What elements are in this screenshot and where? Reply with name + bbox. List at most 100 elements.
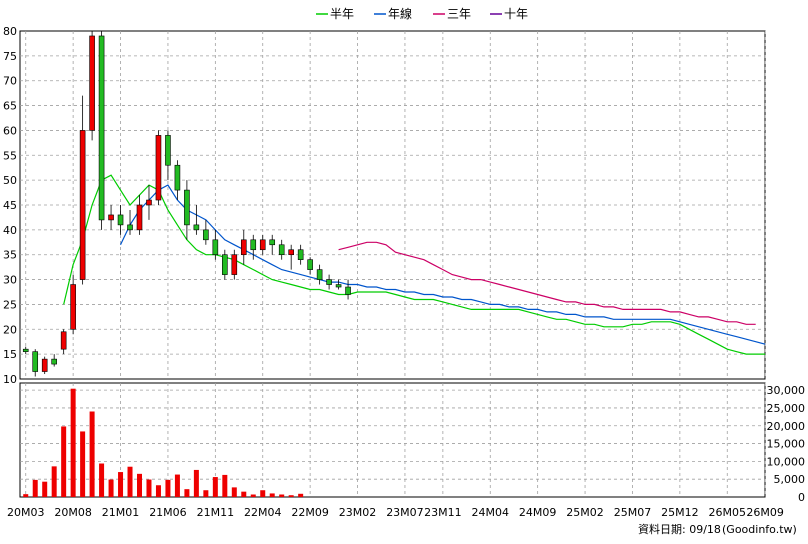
volume-bar [184,489,190,497]
price-axis-ticks: 10 15 20 25 30 35 40 45 50 55 60 65 70 75 80 [3,25,17,386]
candle [278,239,285,260]
candle-body [98,35,105,221]
legend: 半年 年線 三年 十年 [316,6,528,21]
volume-bar [70,388,76,497]
candle-body [326,279,332,285]
volume-bar [89,411,95,497]
price-tick-label: 60 [3,124,17,137]
candle-body [117,214,124,226]
x-tick-label: 24M04 [472,506,510,519]
volume-bar [174,474,180,497]
ma-line-半年 [63,174,766,355]
legend-label: 半年 [330,7,354,21]
price-tick-label: 65 [3,100,17,113]
candle [155,130,162,205]
volume-bar [155,485,161,497]
volume-tick-label: 5,000 [774,473,806,486]
volume-bar [165,479,171,497]
candle [98,31,105,230]
candle-body [259,239,266,251]
volume-bar [298,493,304,497]
price-tick-label: 70 [3,75,17,88]
x-tick-label: 25M12 [661,506,699,519]
candle [193,205,200,235]
x-tick-label: 23M11 [424,506,462,519]
x-tick-label: 21M11 [197,506,235,519]
candle-body [307,259,313,270]
price-tick-label: 30 [3,274,17,287]
volume-axis-ticks: 0 5,000 10,000 15,000 20,000 25,000 30,000 [767,384,806,504]
price-tick-label: 75 [3,50,17,63]
candle-body [278,244,285,256]
candle-body [79,130,86,280]
price-tick-label: 25 [3,298,17,311]
candle-body [70,284,76,330]
volume-bar [32,479,38,497]
volume-tick-label: 10,000 [767,455,806,468]
candlesticks [22,31,351,377]
price-grid [19,30,766,380]
candle-body [193,224,200,231]
volume-tick-label: 0 [798,491,805,504]
volume-bar [222,474,228,497]
moving-average-lines [63,174,766,355]
price-tick-label: 10 [3,373,17,386]
volume-bar [212,477,218,497]
candle-body [136,204,143,231]
candle [174,160,181,201]
price-tick-label: 35 [3,249,17,262]
candle [335,279,342,290]
x-tick-label: 26M09 [746,506,784,519]
candle-body [89,35,95,131]
candle-body [222,254,228,275]
candle [203,219,209,245]
candle [316,264,323,285]
x-tick-label: 21M06 [149,506,187,519]
candle-body [127,224,133,231]
ma-line-三年 [338,241,756,325]
candle [222,249,228,280]
candle-body [335,284,342,288]
candle-body [203,229,209,241]
x-tick-label: 22M09 [291,506,329,519]
volume-bar [260,490,266,497]
x-tick-label: 20M03 [7,506,45,519]
volume-bar [241,491,247,497]
candle [51,354,57,367]
volume-bar [231,487,237,497]
candle [89,31,95,141]
candle [212,229,219,260]
volume-tick-label: 30,000 [767,384,806,397]
candle-body [60,331,67,350]
price-tick-label: 15 [3,348,17,361]
candle [326,274,332,290]
volume-bar [127,466,133,497]
volume-bar [269,493,275,497]
candle [259,234,266,255]
candle-body [22,348,29,352]
volume-bar [203,490,209,497]
candle [70,274,76,335]
candle [136,195,143,235]
volume-bar [118,472,124,497]
source-label: (Goodinfo.tw) [722,523,797,536]
candle [22,346,29,355]
candle [79,95,86,285]
candle-body [155,135,162,201]
x-tick-label: 23M02 [339,506,377,519]
price-tick-label: 50 [3,174,17,187]
candle [117,205,124,235]
candle-body [165,135,171,166]
volume-bar [146,479,152,497]
candle-body [41,358,48,372]
candle-body [297,249,304,260]
legend-label: 三年 [447,7,471,21]
candle [127,209,133,235]
candle-body [250,239,257,251]
candle-body [184,189,190,226]
volume-bar [279,494,285,497]
volume-tick-label: 20,000 [767,420,806,433]
candle [288,244,294,270]
